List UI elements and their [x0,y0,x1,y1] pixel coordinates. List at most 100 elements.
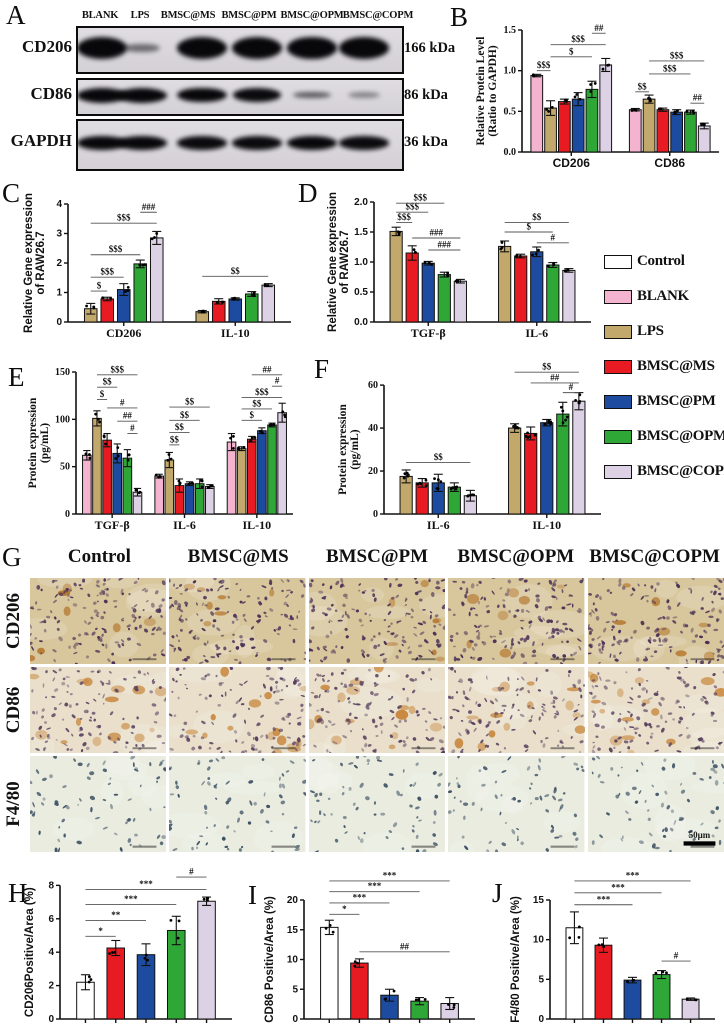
y-axis-label: Relative Gene expression [327,192,339,332]
blot-row-label: GAPDH [10,131,72,150]
significance-label: $$$ [413,193,427,203]
svg-text:1.5: 1.5 [354,227,368,238]
bar [530,75,544,153]
legend-item-bmsc-copm: BMSC@COPM [604,454,724,489]
blot-band [177,87,227,103]
significance-label: * [342,904,347,914]
legend-swatch [604,289,632,304]
significance-label: $$$ [571,34,585,44]
bar [149,237,164,323]
bar [267,424,277,515]
blot-row-label: CD206 [21,37,72,56]
blot-lane-label: LPS [130,10,150,21]
svg-text:5: 5 [538,974,544,985]
svg-text:0.5: 0.5 [504,106,517,117]
data-points [84,410,287,495]
x-category-label: IL-10 [242,518,271,532]
x-category-label: CD206 [106,326,141,340]
svg-text:0: 0 [65,509,70,520]
legend-label: Control [637,253,685,269]
column-header: BMSC@OPM [457,546,575,567]
legend-swatch [604,324,632,339]
bar [226,441,237,515]
significance: **********## [329,870,450,953]
significance: *********# [574,870,691,962]
significance-label: $$$ [110,364,124,374]
x-axis: CD206 CD86 [553,152,685,170]
histology-row-label: CD86 [3,686,24,734]
bar [623,979,642,1020]
significance: $$$$$$####$$$$$$$$$$$$$$### [96,364,283,446]
x-axis [573,1019,692,1023]
bars [82,412,287,515]
bar [556,413,570,515]
panel-letter-i: I [248,880,257,910]
micrograph-f480-0 [30,756,167,852]
x-category-label: IL-10 [532,518,561,532]
bar [508,427,522,515]
bars [83,237,276,323]
legend: Control BLANK LPS BMSC@MS BMSC@PM BMSC@O… [604,244,724,489]
panel-letter-a: A [6,0,26,30]
error-bars [569,911,696,1001]
svg-text:150: 150 [55,367,70,378]
significance-label: *** [597,894,611,904]
svg-text:0.5: 0.5 [354,287,368,298]
svg-text:15: 15 [287,925,299,936]
significance-label: # [130,423,135,433]
x-category-label: IL-10 [221,326,250,340]
blot-band [78,87,127,103]
svg-text:1.5: 1.5 [504,25,517,36]
blot-band [177,136,227,150]
significance-label: ## [400,941,410,951]
svg-text:2: 2 [48,981,54,992]
significance-label: $$ [638,81,648,91]
legend-item-control: Control [604,244,722,279]
significance-label: $$ [231,266,241,276]
micrograph-f480-2 [308,756,446,852]
error-bars [324,919,455,1011]
panel-letter-j: J [492,878,503,908]
significance-label: $$ [170,434,180,444]
significance-label: $$ [180,410,190,420]
significance-label: *** [626,870,640,880]
micrograph-cd86-0 [30,667,167,753]
bar [106,947,126,1020]
significance-label: $$ [185,397,195,407]
column-header: BMSC@PM [325,546,429,567]
blot-band [339,136,389,150]
legend-swatch [604,254,632,269]
chart-e: 0 50 100 150 Protein expression (pg/mL) $ $$ $$$… [26,352,298,534]
significance-label: $ [97,281,102,291]
legend-item-bmsc-ms: BMSC@MS [604,349,722,384]
bar [244,293,259,323]
bar-chart-C: 0 1 2 3 4 Relative Gene expression of RAW26.7 $… [23,193,291,340]
y-axis-label: Protein expression [337,404,349,495]
bar [133,263,148,323]
bar [546,264,560,323]
bar [524,432,538,515]
bar [628,109,642,153]
x-category-label: IL-6 [173,518,196,532]
significance: *********# [85,867,207,937]
bars [389,230,576,323]
blot-band [286,136,338,150]
bar [261,284,276,323]
blot-strip-cd86 [76,78,404,116]
blot-band [233,88,281,102]
significance-label: $ [250,410,255,420]
legend-item-lps: LPS [604,314,722,349]
bar [498,245,512,323]
kda-label: 36 kDa [404,134,448,150]
micrograph-cd206-1 [169,578,306,664]
bars [320,926,459,1020]
micrograph-cd206-0 [30,578,167,664]
panel-letter-f: F [314,354,330,384]
svg-text:100: 100 [55,414,70,425]
significance-label: $$ [434,452,444,462]
x-axis [84,1019,208,1023]
significance-label: $ [526,222,531,232]
error-bars [80,896,212,991]
